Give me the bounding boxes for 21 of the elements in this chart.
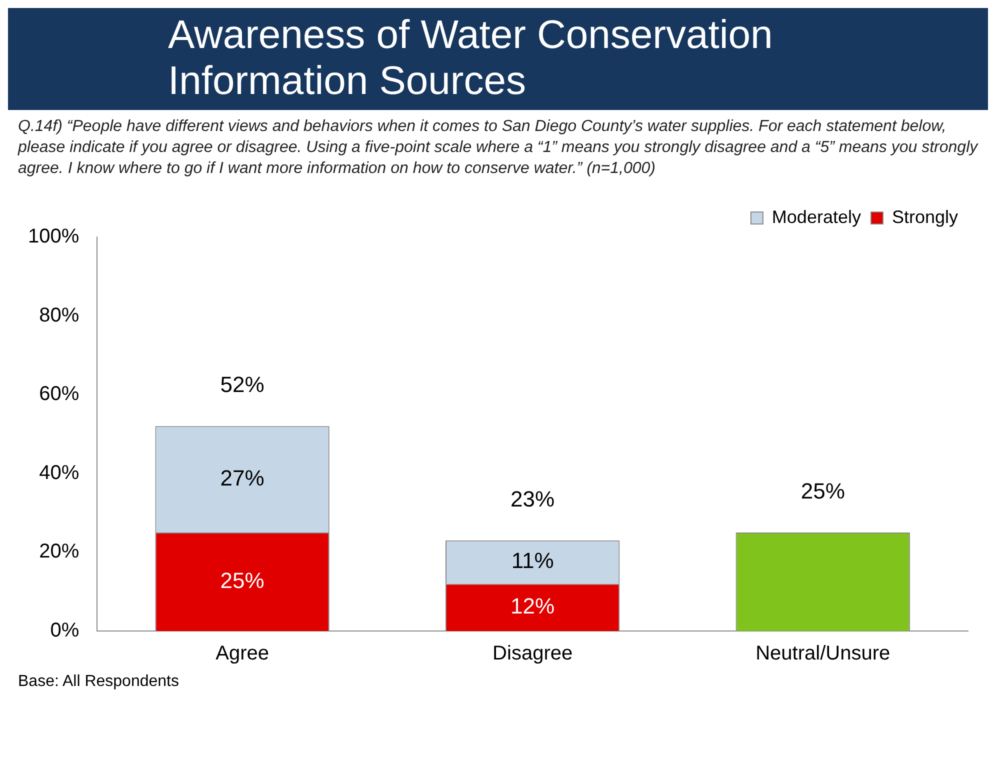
y-tick-label: 100% bbox=[28, 226, 80, 248]
y-tick-label: 40% bbox=[39, 462, 80, 484]
data-label: 12% bbox=[510, 593, 555, 618]
x-tick-label: Disagree bbox=[492, 642, 573, 665]
total-label: 25% bbox=[800, 478, 845, 504]
chart-title: Awareness of Water Conservation Information Sources bbox=[8, 8, 988, 110]
total-label: 23% bbox=[510, 486, 555, 512]
y-tick-label: 0% bbox=[50, 620, 80, 642]
legend-label: Moderately bbox=[772, 206, 861, 227]
total-label: 52% bbox=[220, 372, 264, 398]
data-label: 25% bbox=[220, 568, 264, 593]
y-tick-label: 60% bbox=[39, 383, 80, 406]
chart-subtitle: Q.14f) “People have different views and behaviors when it comes to San Diego County’s water supplies. For each statement below, please indicate if you agree or disagree. Using a five-point scale where a “1” means you strongly disagree and a “5” means you strongly agree. I know where to go if I want more information on how to conserve water.” (n=1,000) bbox=[16, 117, 980, 179]
legend-label: Strongly bbox=[892, 206, 958, 227]
x-tick-label: Neutral/Unsure bbox=[756, 642, 890, 665]
x-tick-label: Agree bbox=[216, 642, 269, 665]
y-tick-label: 80% bbox=[39, 304, 80, 326]
y-tick-label: 20% bbox=[39, 540, 80, 563]
data-label: 11% bbox=[511, 548, 554, 574]
text: Base: All Respondents bbox=[17, 672, 180, 692]
data-label: 27% bbox=[220, 465, 264, 490]
